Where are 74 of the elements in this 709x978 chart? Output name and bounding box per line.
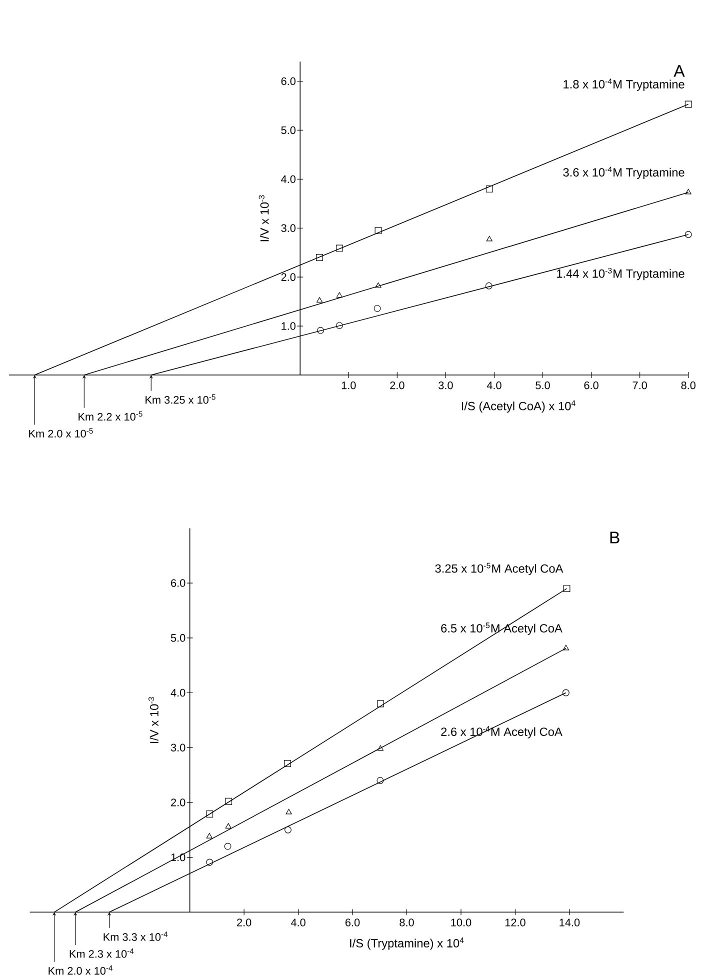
y-tick-label: 4.0 bbox=[170, 688, 186, 697]
point bbox=[684, 231, 692, 238]
x-tick-label: 8.0 bbox=[400, 918, 414, 926]
x-axis-title: I/S (Tryptamine) x 10$^{4}$ bbox=[350, 938, 464, 950]
x-tick-label: 5.0 bbox=[536, 382, 550, 390]
annotation: Km 3.25 x 10$^{-5}$ bbox=[145, 394, 216, 404]
point bbox=[316, 326, 324, 334]
x-tick-label: 3.0 bbox=[438, 382, 453, 390]
point bbox=[376, 777, 384, 784]
x-tick-label: 2.0 bbox=[390, 382, 404, 390]
point bbox=[336, 322, 343, 330]
text: 2.6 x 10$^{-4}$M Acetyl CoA bbox=[441, 726, 562, 738]
point bbox=[374, 227, 382, 234]
y-tick-label: 4.0 bbox=[280, 175, 296, 184]
x-tick-label: 6.0 bbox=[584, 382, 598, 390]
series-label: 3.6 x 10$^{-4}$M Tryptamine bbox=[563, 166, 684, 179]
point bbox=[486, 236, 492, 242]
point bbox=[225, 798, 232, 805]
point bbox=[225, 823, 232, 828]
y-tick-label: 3.0 bbox=[281, 224, 296, 232]
annotation: Km 3.3 x 10$^{-4}$ bbox=[104, 932, 168, 941]
chart-title: B bbox=[610, 532, 620, 544]
point bbox=[224, 842, 232, 850]
y-tick-label: 2.0 bbox=[170, 798, 186, 806]
point bbox=[206, 858, 213, 866]
y-tick-label: 2.0 bbox=[281, 273, 296, 281]
point bbox=[286, 808, 292, 814]
y-tick-label: 3.0 bbox=[170, 744, 186, 752]
point bbox=[206, 832, 212, 838]
y-tick-label: 5.0 bbox=[281, 126, 296, 134]
x-axis-title: I/S (Acetyl CoA) x 10$^{4}$ bbox=[462, 400, 576, 413]
y-tick-label: 6.0 bbox=[281, 77, 296, 86]
chart-title: A bbox=[674, 65, 685, 77]
x-tick-label: 8.0 bbox=[681, 382, 696, 390]
y-axis-title: I/V x 10$^{-3}$ bbox=[258, 195, 269, 242]
annotation: Km 2.0 x 10$^{-5}$ bbox=[29, 428, 93, 438]
point bbox=[374, 304, 381, 312]
annotation: Km 2.0 x 10$^{-4}$ bbox=[48, 965, 112, 975]
text: 1.44 x 10$^{-3}$M Tryptamine bbox=[556, 268, 684, 280]
x-tick-label: 7.0 bbox=[632, 382, 647, 390]
point bbox=[562, 689, 570, 696]
y-axis-title: I/V x 10$^{-3}$ bbox=[148, 697, 158, 744]
x-tick-label: 10.0 bbox=[451, 918, 472, 926]
point bbox=[562, 644, 569, 650]
point bbox=[563, 585, 570, 592]
series-label: 6.5 x 10$^{-5}$M Acetyl CoA bbox=[441, 622, 562, 635]
point bbox=[684, 100, 692, 108]
point bbox=[377, 745, 384, 751]
point bbox=[336, 292, 342, 298]
x-tick-label: 2.0 bbox=[236, 918, 252, 926]
point bbox=[284, 826, 292, 834]
x-tick-label: 6.0 bbox=[345, 918, 360, 926]
x-tick-label: 4.0 bbox=[290, 918, 306, 926]
point bbox=[485, 282, 492, 290]
point bbox=[316, 297, 322, 302]
point bbox=[284, 760, 291, 767]
y-tick-label: 1.0 bbox=[282, 322, 296, 330]
y-tick-label: 6.0 bbox=[170, 579, 186, 587]
point bbox=[336, 244, 343, 252]
point bbox=[685, 188, 692, 194]
x-tick-label: 14.0 bbox=[560, 918, 580, 926]
annotation: Km 2.2 x 10$^{-5}$ bbox=[78, 411, 142, 421]
point bbox=[206, 810, 213, 818]
annotation: Km 2.3 x 10$^{-4}$ bbox=[70, 948, 134, 958]
point bbox=[316, 254, 323, 261]
x-tick-label: 4.0 bbox=[486, 382, 502, 390]
point bbox=[375, 282, 382, 288]
point bbox=[376, 700, 384, 708]
series-label: 1.8 x 10$^{-4}$M Tryptamine bbox=[564, 78, 684, 91]
y-tick-label: 5.0 bbox=[170, 634, 186, 642]
point bbox=[486, 185, 493, 192]
series-label: 3.25 x 10$^{-5}$M Acetyl CoA bbox=[435, 562, 564, 576]
x-tick-label: 1.0 bbox=[342, 382, 356, 390]
x-tick-label: 12.0 bbox=[505, 918, 526, 926]
